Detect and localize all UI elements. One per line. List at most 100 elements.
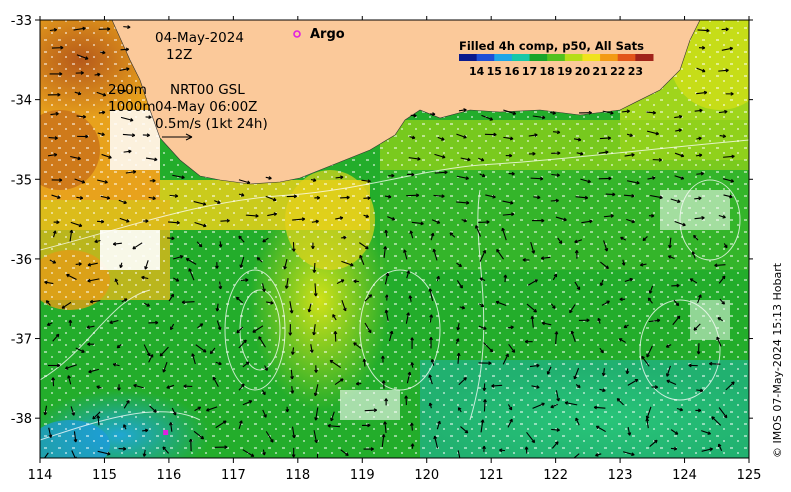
- current-arrow-head: [219, 326, 222, 330]
- current-arrow-head: [620, 237, 623, 241]
- current-arrow-head: [541, 322, 545, 326]
- current-arrow-head: [466, 200, 470, 204]
- current-arrow-head: [491, 385, 495, 388]
- current-arrow: [340, 196, 350, 199]
- current-arrow-head: [367, 179, 371, 182]
- current-arrow-head: [406, 312, 409, 316]
- current-arrow: [120, 48, 129, 51]
- current-arrow: [240, 256, 245, 268]
- current-arrow-head: [175, 194, 179, 197]
- current-arrow: [692, 251, 696, 259]
- current-arrow-head: [59, 178, 63, 181]
- current-arrow-head: [444, 170, 448, 173]
- current-arrow-head: [292, 351, 295, 355]
- current-arrow: [87, 278, 100, 282]
- current-arrow-head: [524, 446, 527, 450]
- current-arrow-head: [65, 368, 69, 370]
- current-arrow: [722, 178, 734, 183]
- current-arrow: [411, 422, 413, 431]
- current-arrow-head: [131, 133, 136, 136]
- legend-colorbar: [459, 54, 654, 61]
- current-arrow-head: [702, 68, 706, 72]
- current-arrow: [551, 173, 560, 176]
- current-arrow-head: [530, 316, 533, 320]
- current-arrow: [666, 365, 671, 377]
- legend-swatch: [459, 54, 478, 61]
- current-arrow: [650, 194, 663, 199]
- current-arrow-head: [651, 213, 655, 217]
- current-arrow-head: [255, 213, 259, 217]
- current-arrow: [387, 216, 395, 221]
- current-arrow: [411, 221, 424, 225]
- current-arrow: [74, 178, 85, 184]
- current-arrow-head: [315, 369, 318, 373]
- current-arrow: [555, 331, 558, 345]
- current-arrow: [361, 179, 371, 182]
- current-arrow-head: [675, 431, 679, 435]
- current-arrow: [627, 379, 639, 386]
- current-arrow: [428, 374, 433, 385]
- current-arrow: [335, 217, 343, 220]
- current-arrow-head: [160, 354, 164, 357]
- current-arrow: [86, 325, 95, 329]
- current-arrow-head: [406, 270, 410, 274]
- current-arrow: [73, 27, 86, 31]
- current-arrow: [336, 279, 345, 285]
- current-arrow-head: [152, 196, 156, 200]
- current-arrow-head: [698, 196, 702, 199]
- current-arrow-head: [350, 262, 354, 266]
- current-arrow: [381, 434, 385, 447]
- current-arrow-head: [586, 318, 590, 321]
- current-arrow-head: [224, 445, 228, 448]
- current-arrow-head: [677, 302, 680, 306]
- current-arrow-head: [729, 46, 733, 49]
- current-arrow-head: [693, 235, 695, 239]
- current-arrow: [48, 427, 52, 438]
- current-arrow-head: [631, 452, 635, 456]
- x-tick-label: 117: [221, 468, 246, 483]
- current-arrow-head: [273, 212, 277, 215]
- current-arrow-head: [482, 173, 486, 177]
- current-arrow: [258, 336, 266, 348]
- current-arrow-head: [724, 109, 728, 112]
- current-arrow: [67, 375, 72, 385]
- current-arrow: [434, 171, 448, 174]
- current-arrow-head: [404, 395, 407, 399]
- current-arrow-head: [88, 371, 92, 374]
- current-arrow: [575, 196, 588, 199]
- current-arrow: [551, 441, 559, 449]
- current-arrow-head: [490, 117, 494, 121]
- current-arrow-head: [113, 243, 117, 246]
- current-arrow: [626, 218, 635, 223]
- current-arrow-head: [125, 47, 129, 50]
- legend-swatch: [582, 54, 601, 61]
- legend-value: 20: [575, 65, 591, 78]
- current-arrow-head: [52, 230, 56, 234]
- current-arrow-head: [505, 353, 509, 357]
- current-arrow-head: [118, 387, 121, 391]
- current-arrow: [364, 322, 372, 333]
- current-arrow: [718, 407, 728, 419]
- y-tick-label: -38: [11, 412, 32, 427]
- current-arrow-head: [54, 136, 58, 139]
- current-arrow: [694, 197, 702, 200]
- current-arrow-head: [578, 384, 581, 388]
- current-arrow-head: [203, 202, 207, 205]
- current-arrow-head: [241, 383, 245, 386]
- current-arrow-head: [80, 70, 84, 74]
- current-arrow-head: [97, 72, 101, 75]
- current-arrow: [528, 134, 538, 137]
- current-arrow-head: [102, 50, 106, 54]
- current-arrow: [725, 381, 735, 391]
- current-arrow-head: [415, 193, 420, 196]
- current-arrow: [646, 130, 659, 135]
- current-arrow-head: [313, 332, 316, 336]
- current-arrow-head: [681, 176, 685, 180]
- current-arrow: [73, 431, 77, 443]
- current-arrow-head: [676, 315, 680, 318]
- current-arrow-head: [606, 265, 609, 269]
- current-arrow: [285, 278, 289, 289]
- current-arrow-head: [557, 151, 561, 154]
- model-label: NRT00 GSL: [170, 82, 245, 98]
